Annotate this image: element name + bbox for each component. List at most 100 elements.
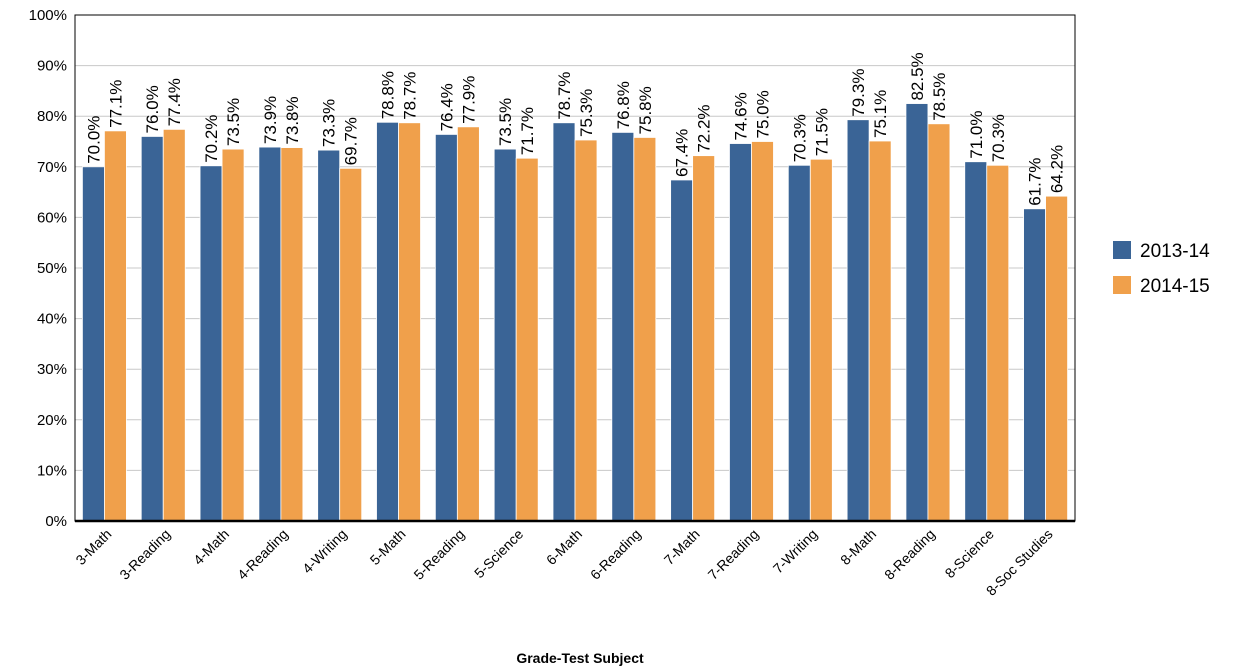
data-label: 76.4% (437, 83, 456, 131)
bar (221, 148, 245, 522)
x-tick-label: 4-Writing (299, 526, 350, 577)
data-label: 75.3% (577, 89, 596, 137)
data-label: 70.0% (84, 116, 103, 164)
bar (787, 164, 811, 522)
data-label: 78.5% (930, 73, 949, 121)
data-label: 69.7% (342, 117, 361, 165)
data-label: 71.5% (812, 108, 831, 156)
y-tick-label: 40% (37, 311, 67, 328)
data-label: 77.1% (106, 80, 125, 128)
bar (199, 165, 223, 522)
data-label: 71.0% (967, 111, 986, 159)
bar (515, 157, 539, 522)
bar (809, 158, 833, 522)
y-tick-label: 0% (45, 513, 67, 530)
y-tick-label: 50% (37, 260, 67, 277)
data-label: 73.8% (283, 96, 302, 144)
bar (398, 122, 421, 522)
data-label: 76.0% (143, 85, 162, 133)
data-label: 75.0% (753, 90, 772, 138)
data-label: 78.7% (555, 72, 574, 120)
x-tick-label: 7-Writing (770, 526, 821, 577)
bar (104, 130, 127, 522)
bar (986, 164, 1010, 522)
data-label: 64.2% (1048, 145, 1067, 193)
x-tick-label: 8-Math (837, 526, 879, 568)
x-tick-label: 4-Reading (234, 526, 291, 583)
x-tick-label: 3-Math (72, 526, 114, 568)
bar (927, 123, 951, 522)
bar (611, 131, 635, 522)
bar (692, 155, 716, 522)
data-label: 72.2% (695, 104, 714, 152)
legend-swatch (1113, 241, 1131, 259)
data-label: 78.8% (379, 71, 398, 119)
x-tick-label: 7-Reading (705, 526, 762, 583)
data-label: 79.3% (849, 69, 868, 117)
data-label: 77.4% (165, 78, 184, 126)
bar (493, 148, 517, 522)
bar (1045, 195, 1068, 522)
bar (751, 141, 774, 522)
y-tick-label: 10% (37, 462, 67, 479)
bar (905, 103, 929, 522)
bar (317, 149, 341, 522)
bar (868, 140, 892, 522)
y-tick-label: 20% (37, 412, 67, 429)
bar (376, 121, 399, 522)
data-label: 76.8% (614, 81, 633, 129)
y-tick-label: 70% (37, 159, 67, 176)
data-label: 73.5% (496, 98, 515, 146)
y-tick-label: 30% (37, 361, 67, 378)
bar (434, 134, 458, 522)
x-axis-title: Grade-Test Subject (516, 650, 644, 666)
data-label: 70.2% (202, 115, 221, 163)
data-label: 75.8% (636, 86, 655, 134)
legend-label: 2014-15 (1140, 276, 1210, 297)
y-tick-label: 60% (37, 209, 67, 226)
data-label: 73.5% (224, 98, 243, 146)
x-tick-label: 5-Reading (410, 526, 467, 583)
legend-label: 2013-14 (1140, 241, 1210, 262)
x-tick-label: 8-Reading (881, 526, 938, 583)
data-label: 70.3% (790, 114, 809, 162)
bar (1023, 208, 1046, 522)
data-label: 74.6% (731, 92, 750, 140)
bar (964, 161, 988, 522)
bar (339, 167, 363, 522)
data-label: 61.7% (1026, 158, 1045, 206)
x-tick-label: 5-Science (471, 526, 526, 581)
data-label: 77.9% (459, 76, 478, 124)
data-label: 67.4% (673, 129, 692, 177)
data-label: 75.1% (871, 90, 890, 138)
y-tick-label: 80% (37, 108, 67, 125)
data-label: 82.5% (908, 52, 927, 100)
data-label: 70.3% (989, 114, 1008, 162)
bar (729, 143, 752, 522)
x-tick-label: 8-Science (942, 526, 997, 581)
legend-swatch (1113, 276, 1131, 294)
x-tick-label: 6-Math (543, 526, 585, 568)
bar (162, 128, 186, 522)
data-label: 73.9% (261, 96, 280, 144)
x-tick-label: 3-Reading (116, 526, 173, 583)
x-tick-label: 7-Math (661, 526, 703, 568)
bar (140, 136, 164, 522)
y-tick-label: 100% (29, 7, 67, 24)
x-tick-label: 6-Reading (587, 526, 644, 583)
bar (258, 146, 282, 522)
bar (670, 179, 694, 522)
data-label: 71.7% (518, 107, 537, 155)
x-tick-label: 5-Math (367, 526, 409, 568)
bar (552, 122, 576, 522)
y-tick-label: 90% (37, 58, 67, 75)
bar (846, 119, 870, 522)
bar (82, 166, 105, 522)
bar (633, 137, 657, 522)
bar (574, 139, 598, 522)
bar (456, 126, 480, 522)
data-label: 78.7% (401, 72, 420, 120)
data-label: 73.3% (320, 99, 339, 147)
x-tick-label: 4-Math (190, 526, 232, 568)
